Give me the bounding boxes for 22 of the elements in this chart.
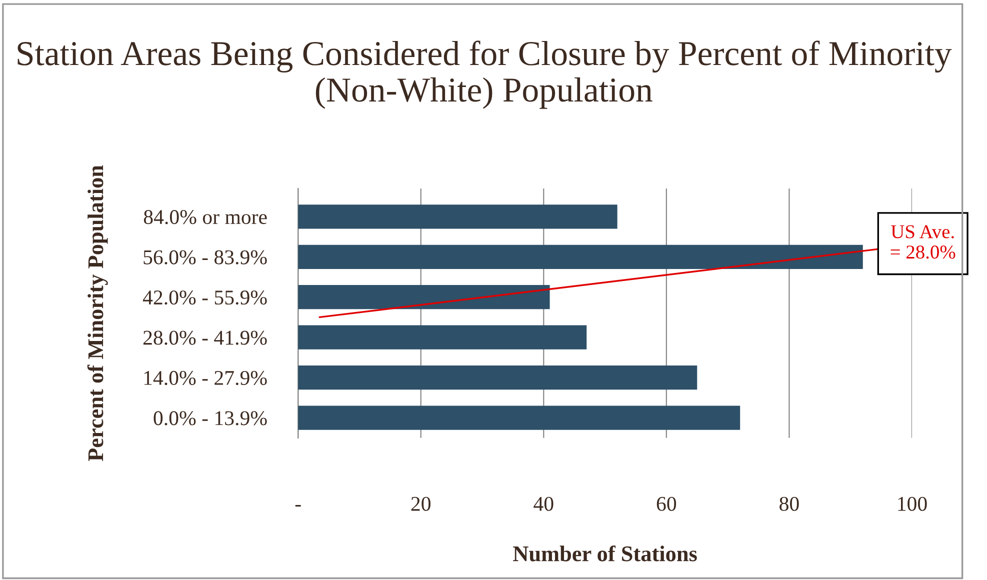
x-tick-label: 40: [534, 496, 554, 511]
y-tick-label: 28.0% - 41.9%: [143, 330, 267, 345]
bar: [298, 244, 863, 269]
bar: [298, 204, 618, 229]
chart-title: Station Areas Being Considered for Closure by Percent of Minority (Non-White) Population: [18, 40, 952, 109]
y-axis-title: Percent of Minority Population: [87, 165, 108, 462]
x-tick-label: 80: [780, 496, 799, 511]
x-axis-title: Number of Stations: [513, 545, 697, 562]
annotation: US Ave. = 28.0%: [890, 225, 956, 259]
y-tick-label: 42.0% - 55.9%: [142, 290, 267, 305]
x-tick-label: 100: [898, 496, 927, 511]
bar: [298, 285, 550, 310]
bar: [298, 325, 587, 350]
bar: [298, 365, 698, 390]
bar: [298, 406, 740, 430]
y-tick-label: 14.0% - 27.9%: [144, 370, 267, 386]
y-tick-label: 56.0% - 83.9%: [144, 250, 267, 264]
x-tick-label: 60: [656, 496, 676, 511]
y-tick-label: 84.0% or more: [144, 210, 267, 224]
x-tick-label: 20: [411, 496, 430, 511]
y-tick-label: 0.0% - 13.9%: [154, 411, 267, 426]
x-tick-label: -: [295, 505, 301, 507]
